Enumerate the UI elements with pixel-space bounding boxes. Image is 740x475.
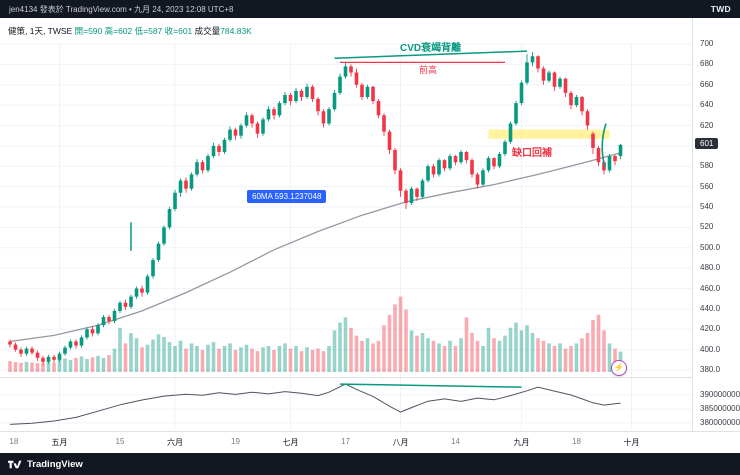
cvd-axis-tick: 380000000	[700, 418, 740, 427]
time-tick: 19	[231, 437, 240, 446]
price-tick: 680	[700, 59, 714, 69]
time-tick: 五月	[51, 438, 68, 447]
time-tick: 六月	[167, 438, 183, 447]
time-tick: 18	[572, 437, 581, 446]
gap-fill-label: 缺口回補	[512, 148, 552, 159]
price-tick: 640	[700, 100, 714, 110]
time-tick: 17	[341, 437, 350, 446]
volume-value: 784.83K	[220, 26, 252, 36]
cvd-divergence-label: CVD衰竭背離	[400, 43, 462, 54]
ohlc-values: 開=590 高=602 低=587 收=601	[74, 26, 193, 36]
price-tick: 580	[700, 161, 714, 171]
price-tick: 440.0	[700, 303, 721, 313]
tradingview-logo-icon	[8, 460, 22, 468]
symbol-title: 健策, 1天, TWSE	[8, 26, 73, 36]
chart-area: 健策, 1天, TWSE 開=590 高=602 低=587 收=601 成交量…	[0, 18, 740, 453]
price-tick: 560	[700, 181, 714, 191]
time-tick: 14	[451, 437, 460, 446]
ma60-label-pill: 60MA 593.1237048	[247, 190, 327, 203]
main-chart-canvas[interactable]	[0, 18, 692, 431]
boost-badge[interactable]: ⚡	[611, 360, 627, 376]
price-tick: 420.0	[700, 324, 721, 334]
time-tick: 18	[9, 437, 19, 446]
publish-info: jen4134 發表於 TradingView.com • 九月 24, 202…	[9, 4, 234, 14]
price-tick: 660	[700, 79, 714, 89]
price-tick: 620	[700, 120, 714, 130]
tradingview-wordmark[interactable]: TradingView	[27, 458, 83, 470]
time-tick: 九月	[513, 438, 530, 447]
time-tick: 十月	[623, 438, 640, 447]
price-tick: 540	[700, 202, 714, 211]
currency-label: TWD	[710, 4, 731, 14]
header-bar: jen4134 發表於 TradingView.com • 九月 24, 202…	[0, 0, 740, 18]
price-tick: 500.0	[700, 242, 721, 252]
price-tick: 520	[700, 222, 714, 232]
time-tick: 15	[115, 437, 125, 446]
last-price-label: 601	[695, 137, 719, 149]
chart-legend: 健策, 1天, TWSE 開=590 高=602 低=587 收=601 成交量…	[8, 25, 252, 37]
prev-high-label: 前高	[419, 65, 438, 75]
time-axis[interactable]: 18 五月 15 六月 19 七月 17 八月 14 九月 18 十月	[0, 431, 740, 453]
lightning-icon: ⚡	[614, 363, 624, 372]
volume-label: 成交量	[194, 26, 221, 36]
price-tick: 700	[700, 39, 714, 48]
time-tick: 八月	[392, 438, 409, 447]
cvd-axis-tick: 390000000	[700, 390, 740, 399]
time-tick: 七月	[282, 438, 299, 447]
cvd-axis-tick: 385000000	[700, 404, 740, 413]
price-tick: 400.0	[700, 344, 721, 354]
price-tick: 460.0	[700, 283, 721, 293]
price-tick: 480.0	[700, 263, 721, 273]
price-axis[interactable]: 601 700 680 660 640 620 580 560 540 520 500.0 480.…	[692, 18, 740, 431]
price-tick: 380.0	[700, 365, 721, 375]
footer-bar: TradingView	[0, 453, 740, 475]
